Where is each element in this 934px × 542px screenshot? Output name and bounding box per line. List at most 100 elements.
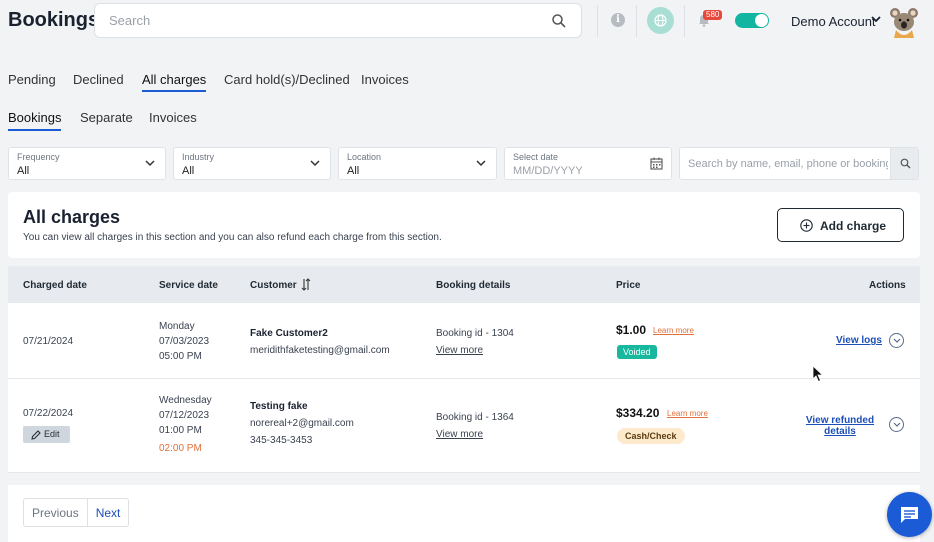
subtab-invoices[interactable]: Invoices — [149, 110, 197, 125]
learn-more-link[interactable]: Learn more — [667, 409, 708, 418]
booking-search-input[interactable] — [688, 158, 888, 170]
col-price: Price — [616, 280, 641, 291]
frequency-value: All — [17, 165, 30, 177]
expand-row-button[interactable] — [889, 417, 904, 432]
view-refunded-details-link[interactable]: View refunded details — [805, 415, 875, 437]
section-subtitle: You can view all charges in this section… — [23, 232, 442, 243]
edit-label: Edit — [44, 429, 60, 439]
col-customer[interactable]: Customer — [250, 280, 297, 291]
frequency-select[interactable]: Frequency All — [8, 147, 166, 180]
info-icon[interactable]: i — [611, 13, 625, 27]
tab-all-charges[interactable]: All charges — [142, 72, 207, 92]
col-charged-date: Charged date — [23, 280, 87, 291]
chevron-down-icon — [310, 160, 320, 167]
table-row: 07/22/2024 Edit Wednesday 07/12/2023 01:… — [8, 379, 920, 473]
calendar-icon[interactable] — [650, 157, 663, 170]
tab-declined[interactable]: Declined — [73, 72, 124, 87]
date-label: Select date — [513, 152, 559, 162]
chat-icon — [901, 507, 918, 523]
chevron-down-icon — [893, 422, 901, 427]
date-placeholder: MM/DD/YYYY — [513, 165, 583, 177]
add-charge-label: Add charge — [820, 219, 887, 233]
service-time: 01:00 PM — [159, 425, 202, 436]
customer-name: Fake Customer2 — [250, 328, 328, 339]
mouse-cursor-icon — [812, 365, 824, 383]
col-service-date: Service date — [159, 280, 218, 291]
service-date: 07/12/2023 — [159, 410, 210, 421]
status-badge: Voided — [617, 345, 657, 359]
booking-id: Booking id - 1364 — [436, 412, 514, 423]
top-header: Bookings i 580 Demo Account — [0, 0, 934, 42]
subtab-separate[interactable]: Separate — [80, 110, 133, 125]
chevron-down-icon — [145, 160, 155, 167]
service-time-end: 02:00 PM — [159, 443, 202, 454]
page-title: Bookings — [8, 9, 100, 31]
view-logs-link[interactable]: View logs — [836, 335, 882, 346]
divider — [636, 5, 637, 37]
chat-button[interactable] — [887, 492, 932, 537]
booking-search-button[interactable] — [890, 148, 918, 179]
charged-date: 07/22/2024 — [23, 408, 74, 419]
chevron-down-icon — [893, 338, 901, 343]
search-icon[interactable] — [551, 13, 567, 29]
tab-pending[interactable]: Pending — [8, 72, 56, 87]
pencil-icon — [31, 430, 41, 440]
view-more-link[interactable]: View more — [436, 345, 484, 356]
edit-button[interactable]: Edit — [23, 426, 70, 443]
service-time: 05:00 PM — [159, 351, 202, 362]
date-picker[interactable]: Select date MM/DD/YYYY — [504, 147, 672, 180]
status-badge: Cash/Check — [617, 428, 685, 444]
location-label: Location — [347, 152, 382, 162]
notification-badge: 580 — [703, 10, 723, 20]
next-button[interactable]: Next — [86, 499, 129, 526]
expand-row-button[interactable] — [889, 333, 904, 348]
global-search[interactable] — [94, 3, 582, 38]
globe-icon[interactable] — [647, 7, 674, 34]
price: $334.20 — [616, 406, 660, 420]
avatar[interactable] — [889, 6, 919, 38]
action-line: details — [824, 426, 856, 437]
tab-card-holds[interactable]: Card hold(s)/Declined — [224, 72, 350, 87]
service-date: 07/03/2023 — [159, 336, 210, 347]
account-menu[interactable]: Demo Account — [791, 14, 876, 29]
booking-search[interactable] — [679, 147, 919, 180]
view-more-link[interactable]: View more — [436, 429, 484, 440]
pagination: Previous Next — [23, 498, 130, 527]
price: $1.00 — [616, 323, 647, 337]
charged-date: 07/21/2024 — [23, 336, 74, 347]
customer-email: meridithfaketesting@gmail.com — [250, 345, 390, 356]
service-day: Wednesday — [159, 395, 212, 406]
chevron-down-icon — [476, 160, 486, 167]
divider — [8, 473, 920, 485]
table-header: Charged date Service date Customer Booki… — [8, 266, 920, 303]
sort-icon[interactable] — [301, 278, 311, 291]
action-line: View refunded — [805, 415, 875, 426]
booking-id: Booking id - 1304 — [436, 328, 514, 339]
tab-invoices[interactable]: Invoices — [361, 72, 409, 87]
mode-toggle[interactable] — [735, 13, 769, 28]
customer-email: norereal+2@gmail.com — [250, 418, 354, 429]
section-title: All charges — [23, 207, 121, 227]
charges-table: Charged date Service date Customer Booki… — [8, 266, 920, 542]
col-actions: Actions — [869, 280, 906, 291]
section-header-card: All charges You can view all charges in … — [8, 192, 920, 258]
subtab-bookings[interactable]: Bookings — [8, 110, 62, 131]
col-booking-details: Booking details — [436, 280, 511, 291]
plus-circle-icon — [800, 219, 813, 232]
learn-more-link[interactable]: Learn more — [653, 326, 694, 335]
service-day: Monday — [159, 321, 195, 332]
divider — [684, 5, 685, 37]
industry-value: All — [182, 165, 195, 177]
frequency-label: Frequency — [17, 152, 60, 162]
customer-phone: 345-345-3453 — [250, 435, 313, 446]
table-row: 07/21/2024 Monday 07/03/2023 05:00 PM Fa… — [8, 303, 920, 379]
location-select[interactable]: Location All — [338, 147, 497, 180]
divider — [597, 5, 598, 37]
search-icon — [900, 158, 911, 169]
chevron-down-icon[interactable] — [871, 16, 881, 23]
add-charge-button[interactable]: Add charge — [777, 208, 904, 242]
customer-name: Testing fake — [250, 401, 308, 412]
previous-button[interactable]: Previous — [32, 506, 79, 520]
industry-select[interactable]: Industry All — [173, 147, 331, 180]
search-input[interactable] — [109, 13, 529, 28]
